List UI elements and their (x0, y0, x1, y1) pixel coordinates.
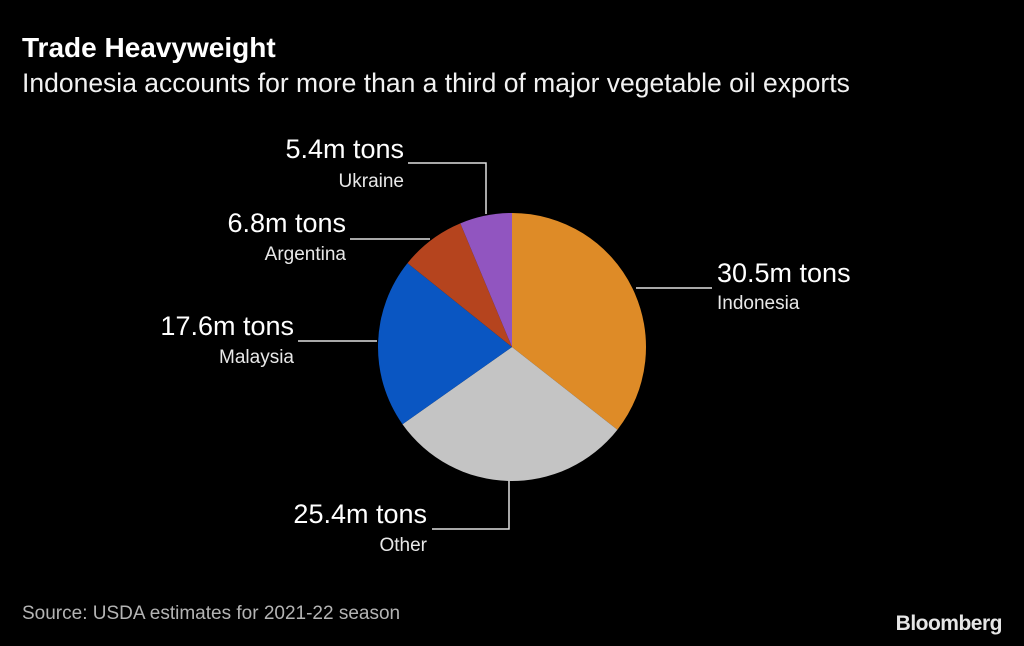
pie-slice-malaysia (378, 263, 512, 425)
pie-slice-argentina (407, 223, 512, 347)
leader-line-ukraine (408, 162, 487, 214)
pie-slice-other (402, 347, 618, 482)
data-label-malaysia-value: 17.6m tons (160, 311, 294, 341)
data-label-other-name: Other (379, 535, 427, 556)
chart-title: Trade Heavyweight (22, 32, 276, 63)
data-label-ukraine-name: Ukraine (339, 171, 404, 192)
leader-line-other (432, 481, 510, 530)
bloomberg-logo: Bloomberg (895, 612, 1003, 635)
data-label-argentina-name: Argentina (265, 244, 347, 265)
chart-subtitle: Indonesia accounts for more than a third… (22, 68, 850, 98)
data-label-ukraine-value: 5.4m tons (285, 134, 404, 164)
data-label-malaysia-name: Malaysia (219, 347, 294, 368)
data-label-argentina-value: 6.8m tons (227, 208, 346, 238)
pie-slice-indonesia (512, 213, 646, 430)
data-label-indonesia-value: 30.5m tons (717, 258, 851, 288)
pie-slice-ukraine (460, 213, 512, 347)
source-note: Source: USDA estimates for 2021-22 seaso… (22, 603, 401, 624)
data-label-other-value: 25.4m tons (293, 499, 427, 529)
data-label-indonesia-name: Indonesia (717, 293, 800, 314)
